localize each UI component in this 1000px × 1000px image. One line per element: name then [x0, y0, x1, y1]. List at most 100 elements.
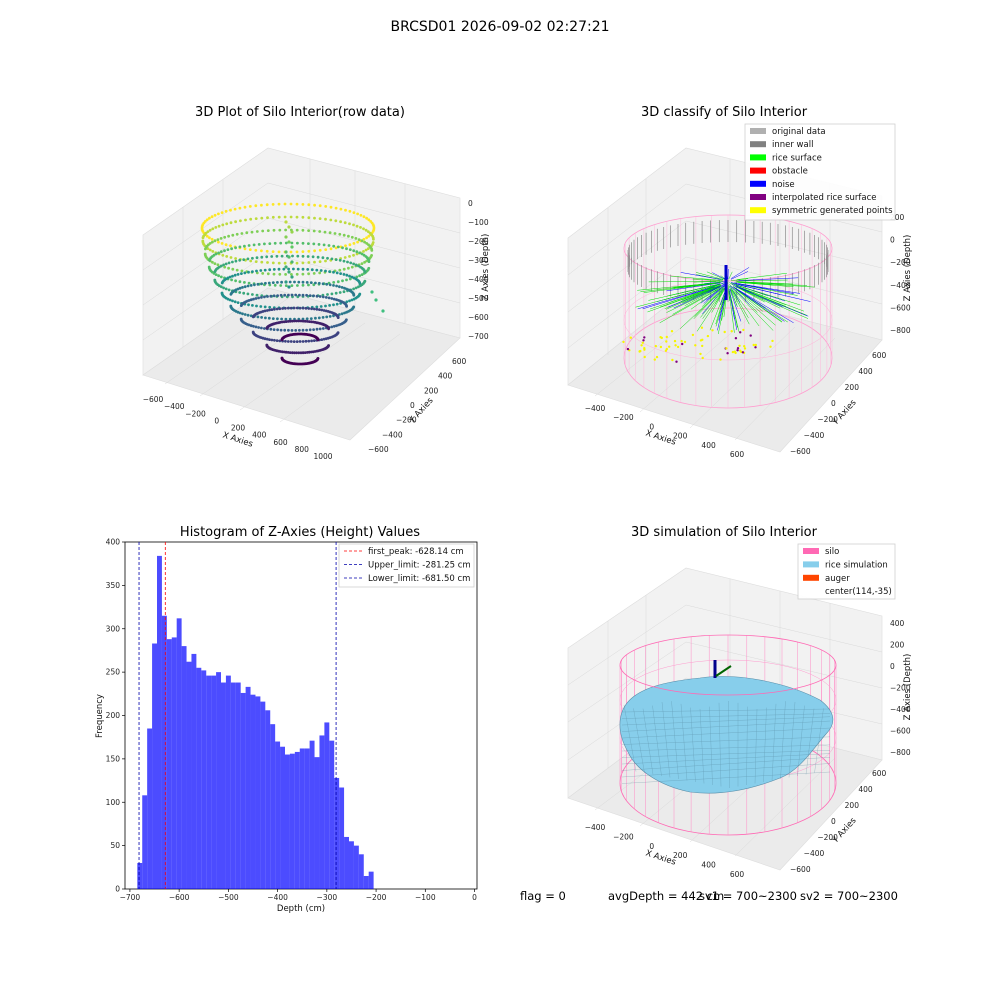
rice-surface-point: [700, 288, 725, 318]
raw-data-point: [246, 313, 250, 317]
raw-y-tick: 0: [410, 401, 415, 410]
raw-data-point: [303, 351, 307, 354]
raw-data-point: [360, 262, 364, 265]
raw-data-point: [271, 261, 275, 265]
raw-data-point: [217, 274, 221, 278]
raw-data-point: [297, 319, 301, 323]
raw-data-point: [226, 276, 230, 280]
simulation-z-tick: 0: [890, 662, 895, 671]
raw-data-point: [243, 271, 247, 275]
raw-axes-box: [142, 147, 461, 441]
raw-data-point: [334, 258, 338, 261]
raw-y-tick: −200: [396, 416, 417, 425]
raw-data-point: [299, 319, 303, 323]
rice-surface-point: [680, 272, 721, 280]
histogram-x-tick: −300: [317, 893, 338, 902]
generated-point: [733, 350, 736, 353]
raw-data-point: [277, 267, 281, 271]
raw-data-point: [312, 294, 315, 298]
simulation-z-ticks: 400 200 0 −200 −400 −600 −800: [890, 619, 911, 757]
generated-point: [743, 347, 747, 350]
raw-data-point: [293, 351, 296, 355]
raw-data-point: [314, 281, 317, 285]
raw-data-point: [260, 296, 263, 299]
raw-data-point: [354, 237, 358, 240]
raw-data-point: [367, 258, 371, 262]
raw-data-point: [355, 250, 359, 254]
rice-surface-point: [733, 286, 766, 309]
rice-surface-point: [679, 282, 721, 288]
raw-data-point: [370, 247, 373, 251]
raw-data-point: [345, 247, 348, 251]
histogram-bar: [265, 710, 271, 889]
rice-surface-point: [737, 282, 794, 288]
raw-z-tick: −700: [468, 332, 489, 341]
raw-data-point: [238, 280, 242, 284]
raw-data-point: [266, 272, 270, 276]
histogram-bar: [299, 748, 305, 889]
raw-data-point: [288, 280, 292, 284]
generated-point: [749, 334, 752, 337]
raw-data-point: [284, 235, 288, 239]
classify-x-tick: 200: [673, 432, 688, 441]
raw-data-point: [273, 241, 277, 245]
raw-data-point: [338, 285, 341, 289]
raw-data-point: [265, 337, 269, 341]
raw-data-point: [211, 260, 214, 264]
raw-data-point: [338, 232, 342, 236]
raw-data-point: [305, 328, 308, 332]
raw-data-point: [268, 308, 271, 312]
raw-data-point: [352, 249, 356, 253]
raw-data-point: [291, 254, 294, 258]
raw-data-point: [292, 306, 296, 310]
raw-data-point: [224, 243, 228, 247]
raw-data-point: [265, 203, 269, 207]
histogram-bar: [285, 754, 290, 889]
raw-data-point: [362, 237, 366, 241]
rice-surface-point: [672, 287, 720, 315]
rice-surface-point: [730, 288, 749, 318]
classify-legend-swatch: [750, 141, 766, 148]
histogram-bar: [309, 740, 315, 889]
raw-data-point: [290, 241, 294, 245]
raw-data-point: [277, 215, 281, 219]
raw-data-point: [343, 221, 347, 225]
raw-data-point: [287, 255, 291, 259]
generated-point: [754, 343, 757, 347]
raw-data-point: [284, 320, 288, 323]
raw-data-point: [293, 280, 296, 284]
raw-data-point: [342, 259, 346, 263]
classify-x-tick: −200: [613, 413, 634, 422]
classify-legend-label: interpolated rice surface: [772, 193, 877, 203]
raw-data-point: [251, 304, 254, 307]
raw-data-point: [295, 340, 299, 343]
raw-data-point: [238, 258, 242, 262]
rice-surface-point: [736, 272, 787, 280]
histogram-y-tick: 150: [106, 754, 121, 763]
raw-data-point: [321, 256, 325, 260]
raw-data-point: [363, 240, 366, 244]
simulation-x-ticks: −400 −200 0 200 400 600: [585, 823, 745, 879]
histogram-legend-label: Upper_limit: -281.25 cm: [368, 561, 471, 571]
rice-surface-point: [696, 291, 724, 332]
raw-data-point: [320, 308, 324, 312]
generated-point: [643, 348, 646, 351]
rice-surface-point: [642, 286, 716, 310]
raw-data-point: [329, 205, 333, 209]
raw-data-point: [348, 274, 351, 278]
raw-data-point: [268, 268, 272, 272]
rice-surface-point: [670, 275, 720, 281]
rice-surface-point: [679, 290, 721, 329]
raw-data-point: [301, 241, 305, 245]
rice-surface-point: [735, 286, 781, 309]
histogram-bar: [240, 692, 246, 889]
raw-data-point: [252, 297, 255, 301]
raw-data-point: [325, 282, 329, 286]
raw-data-point: [344, 244, 347, 248]
raw-data-point: [283, 261, 287, 265]
rice-surface-point: [690, 286, 723, 310]
histogram-bar: [221, 682, 226, 889]
simulation-z-tick: −200: [890, 684, 911, 693]
rice-surface-point: [735, 289, 783, 322]
histogram-panel: Histogram of Z-Axies (Height) Values −70…: [95, 525, 478, 914]
